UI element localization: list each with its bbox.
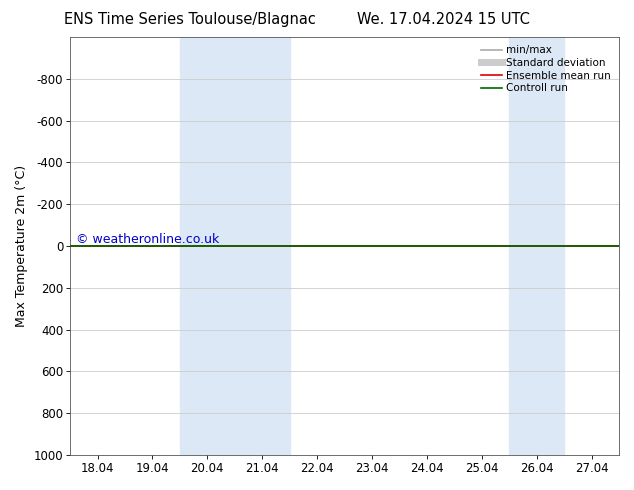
Text: We. 17.04.2024 15 UTC: We. 17.04.2024 15 UTC: [358, 12, 530, 27]
Text: ENS Time Series Toulouse/Blagnac: ENS Time Series Toulouse/Blagnac: [64, 12, 316, 27]
Text: © weatheronline.co.uk: © weatheronline.co.uk: [75, 233, 219, 246]
Y-axis label: Max Temperature 2m (°C): Max Temperature 2m (°C): [15, 165, 28, 327]
Bar: [180, 37, 290, 455]
Legend: min/max, Standard deviation, Ensemble mean run, Controll run: min/max, Standard deviation, Ensemble me…: [478, 42, 614, 97]
Bar: [509, 37, 564, 455]
